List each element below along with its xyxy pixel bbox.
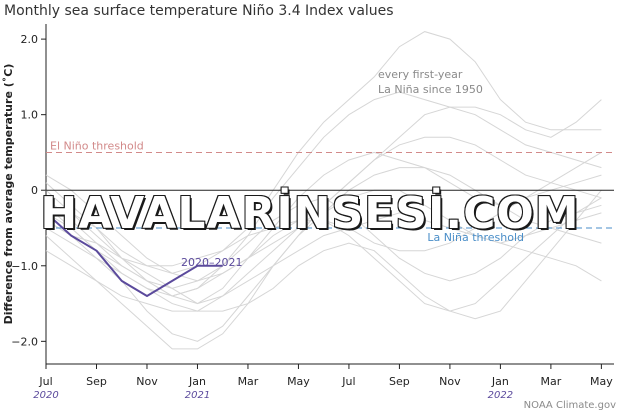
x-tick-label: Jul (38, 375, 52, 388)
annotation-line1: every first-year (378, 68, 463, 81)
el-nino-threshold-label: El Niño threshold (50, 139, 144, 152)
x-tick-label: Sep (389, 375, 410, 388)
highlight-series-line (45, 212, 223, 297)
watermark: HAVALARİNSESİ.COM (39, 187, 580, 240)
x-tick-label: Sep (86, 375, 107, 388)
y-tick-label: 2.0 (21, 33, 39, 46)
x-year-label: 2020 (33, 390, 58, 401)
annotation-line2: La Niña since 1950 (378, 83, 483, 96)
credit-text: NOAA Climate.gov (523, 400, 616, 411)
background-series-line (45, 167, 602, 297)
y-tick-label: −2.0 (11, 335, 38, 348)
y-tick-label: 0 (31, 184, 38, 197)
background-series-line (45, 197, 602, 289)
chart-title: Monthly sea surface temperature Niño 3.4… (4, 3, 394, 19)
background-series-line (45, 212, 602, 312)
x-tick-label: Nov (439, 375, 461, 388)
background-series-line (45, 99, 602, 305)
x-tick-label: Mar (238, 375, 259, 388)
background-series-line (45, 91, 602, 297)
x-tick-label: Jan (491, 375, 509, 388)
highlight-series-label: 2020–2021 (181, 256, 243, 269)
background-series-line (45, 151, 602, 267)
x-tick-label: Jul (341, 375, 355, 388)
la-nina-threshold-label: La Niña threshold (427, 231, 524, 244)
x-tick-label: Nov (136, 375, 158, 388)
x-tick-label: May (287, 375, 310, 388)
x-tick-label: Jan (188, 375, 206, 388)
background-series-line (45, 31, 602, 274)
y-axis-label: Difference from average temperature (˚C) (2, 64, 15, 325)
x-tick-label: Mar (541, 375, 562, 388)
x-year-label: 2022 (488, 390, 513, 401)
y-tick-label: −1.0 (11, 260, 38, 273)
x-tick-label: May (590, 375, 613, 388)
x-year-label: 2021 (185, 390, 210, 401)
y-tick-label: 1.0 (21, 109, 39, 122)
